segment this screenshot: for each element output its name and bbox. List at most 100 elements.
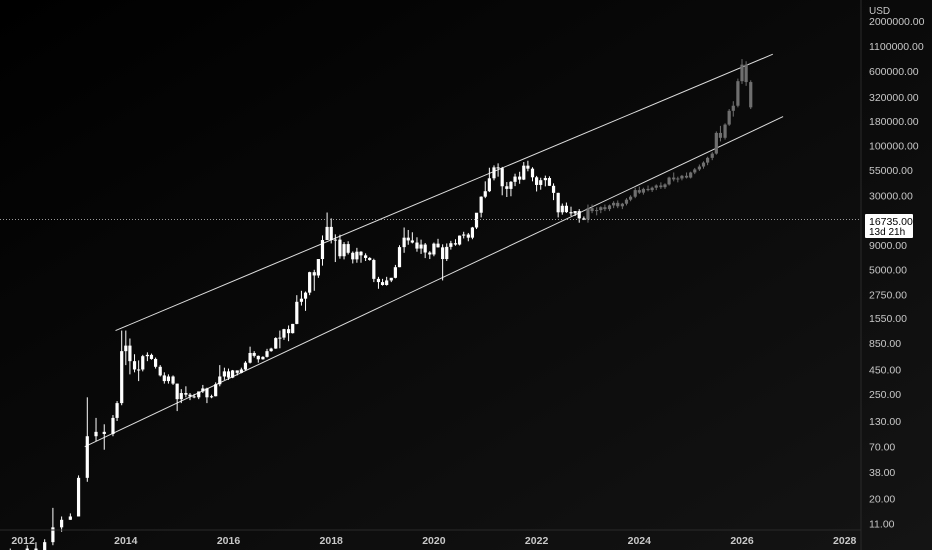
projected-candle <box>616 200 620 209</box>
candle-body <box>252 352 256 356</box>
time-tick-label: 2018 <box>320 535 344 547</box>
historical-candle <box>393 264 397 279</box>
historical-candle <box>43 539 47 550</box>
channel-lines <box>84 53 784 448</box>
candle-body <box>85 436 89 478</box>
price-tick-label: 38.00 <box>869 467 895 479</box>
candle-body <box>359 251 363 256</box>
candle-body <box>560 205 564 213</box>
price-tick-label: 20.00 <box>869 494 895 506</box>
candle-body <box>372 260 376 279</box>
projected-candle <box>740 59 744 84</box>
bar-countdown: 13d 21h <box>869 227 905 238</box>
historical-candle <box>522 162 526 181</box>
candle-body <box>132 361 137 370</box>
candle-body <box>68 516 72 520</box>
candle-body <box>449 243 453 247</box>
projected-candle <box>650 186 654 192</box>
candle-body <box>153 358 158 367</box>
historical-candle <box>483 181 487 199</box>
historical-candle <box>539 177 543 190</box>
candle-body <box>530 168 535 178</box>
candle-body <box>261 356 265 360</box>
price-tick-label: 2000000.00 <box>869 16 925 28</box>
historical-candle <box>346 241 350 255</box>
projected-candle <box>731 101 735 117</box>
historical-candle <box>239 367 243 374</box>
historical-candle <box>325 212 329 241</box>
historical-candle <box>145 352 149 362</box>
candle-body <box>731 105 735 111</box>
price-axis-unit: USD <box>869 6 890 17</box>
historical-candle <box>286 325 291 342</box>
historical-candle <box>492 165 496 181</box>
candle-body <box>158 366 162 376</box>
historical-candle <box>274 337 278 349</box>
candle-body <box>487 178 491 192</box>
price-tick-label: 450.00 <box>869 364 901 376</box>
historical-candle <box>428 251 432 260</box>
candle-body <box>744 64 748 83</box>
current-price-label-box <box>865 214 913 238</box>
historical-candle <box>547 176 552 186</box>
price-tick-label: 600000.00 <box>869 66 919 78</box>
projected-candle <box>727 109 731 126</box>
candle-body <box>646 188 650 191</box>
candle-body <box>518 176 522 180</box>
candle-body <box>166 376 171 382</box>
candle-body <box>333 239 337 241</box>
projected-candle <box>620 202 624 210</box>
candle-body <box>235 370 239 373</box>
candle-body <box>453 243 458 245</box>
candle-body <box>124 345 128 352</box>
historical-candle <box>355 247 359 263</box>
projected-candle <box>697 164 701 171</box>
historical-candle <box>128 338 132 375</box>
price-tick-label: 100000.00 <box>869 140 919 152</box>
historical-candle <box>308 271 312 296</box>
candle-body <box>483 191 487 197</box>
historical-candle <box>368 257 372 261</box>
historical-candle <box>153 357 158 369</box>
historical-candle <box>333 234 337 263</box>
historical-candle <box>449 240 453 250</box>
candle-body <box>316 259 320 276</box>
candle-body <box>689 172 693 178</box>
projected-candle <box>603 204 607 212</box>
historical-candle <box>111 415 115 437</box>
price-tick-label: 1550.00 <box>869 313 907 325</box>
historical-candle <box>248 346 252 364</box>
price-tick-label: 9000.00 <box>869 240 907 252</box>
candle-body <box>496 167 500 169</box>
candle-body <box>120 351 124 404</box>
projected-candle <box>749 80 753 110</box>
candle-body <box>291 323 295 334</box>
time-axis[interactable]: 2012 2014 2016 2018 2020 2022 2024 2026 2028 <box>11 535 856 547</box>
price-axis[interactable]: 2000000.00 1100000.00 600000.00 320000.00 18… <box>869 16 925 530</box>
historical-candle <box>282 328 286 340</box>
time-tick-label: 2028 <box>833 535 857 547</box>
historical-candle <box>222 367 226 380</box>
projected-candle <box>744 61 748 86</box>
historical-candle <box>85 397 89 482</box>
projected-candle <box>633 187 637 199</box>
historical-candle <box>518 171 522 184</box>
historical-candle <box>569 206 573 217</box>
candle-body <box>248 352 252 363</box>
historical-candle <box>214 382 218 397</box>
historical-candle <box>436 238 440 248</box>
historical-candle <box>419 239 423 254</box>
candle-body <box>397 247 402 268</box>
candle-body <box>43 542 47 550</box>
candle-body <box>547 178 552 186</box>
historical-candle <box>432 242 436 257</box>
historical-candle <box>535 175 539 192</box>
candle-body <box>436 243 440 248</box>
candle-body <box>637 190 641 193</box>
candle-body <box>380 282 385 285</box>
historical-candle <box>457 235 462 246</box>
projected-candle <box>706 156 710 166</box>
current-price-value: 16735.00 <box>869 216 913 228</box>
candle-body <box>535 177 539 185</box>
